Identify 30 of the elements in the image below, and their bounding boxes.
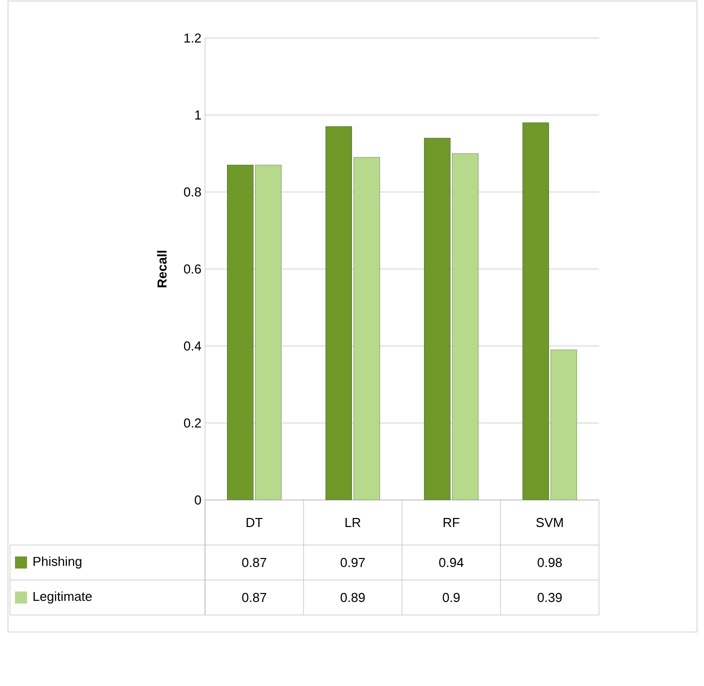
y-tick-label: 1.2 <box>184 33 201 43</box>
data-label: 0.39 <box>538 592 562 602</box>
bar <box>354 157 380 500</box>
legend-label: Phishing <box>34 556 82 569</box>
bar <box>452 153 478 500</box>
data-label: 0.94 <box>439 558 464 568</box>
data-label: 0.89 <box>340 592 365 602</box>
bar <box>227 164 254 500</box>
y-tick-label: 0.2 <box>184 418 201 428</box>
bar <box>550 350 577 500</box>
bar <box>424 138 450 500</box>
data-label: 0.87 <box>242 592 266 602</box>
legend-label: Legitimate <box>34 591 92 604</box>
y-tick-label: 0 <box>194 495 201 505</box>
data-label: 0.87 <box>242 558 266 568</box>
bar <box>255 164 282 500</box>
y-tick-label: 0.8 <box>184 187 201 197</box>
y-tick-label: 0.6 <box>184 264 201 274</box>
data-label: 0.97 <box>340 558 365 568</box>
bar <box>522 122 549 500</box>
x-tick-label: RF <box>444 518 460 527</box>
y-axis-title: Recall <box>157 250 167 288</box>
bar <box>326 126 352 500</box>
data-label: 0.98 <box>538 558 562 568</box>
data-label: 0.9 <box>442 592 460 602</box>
x-tick-label: DT <box>246 518 263 527</box>
y-tick-label: 0.4 <box>184 341 202 351</box>
y-tick-label: 1 <box>195 110 201 120</box>
x-tick-label: SVM <box>536 518 563 528</box>
x-tick-label: LR <box>346 518 360 527</box>
